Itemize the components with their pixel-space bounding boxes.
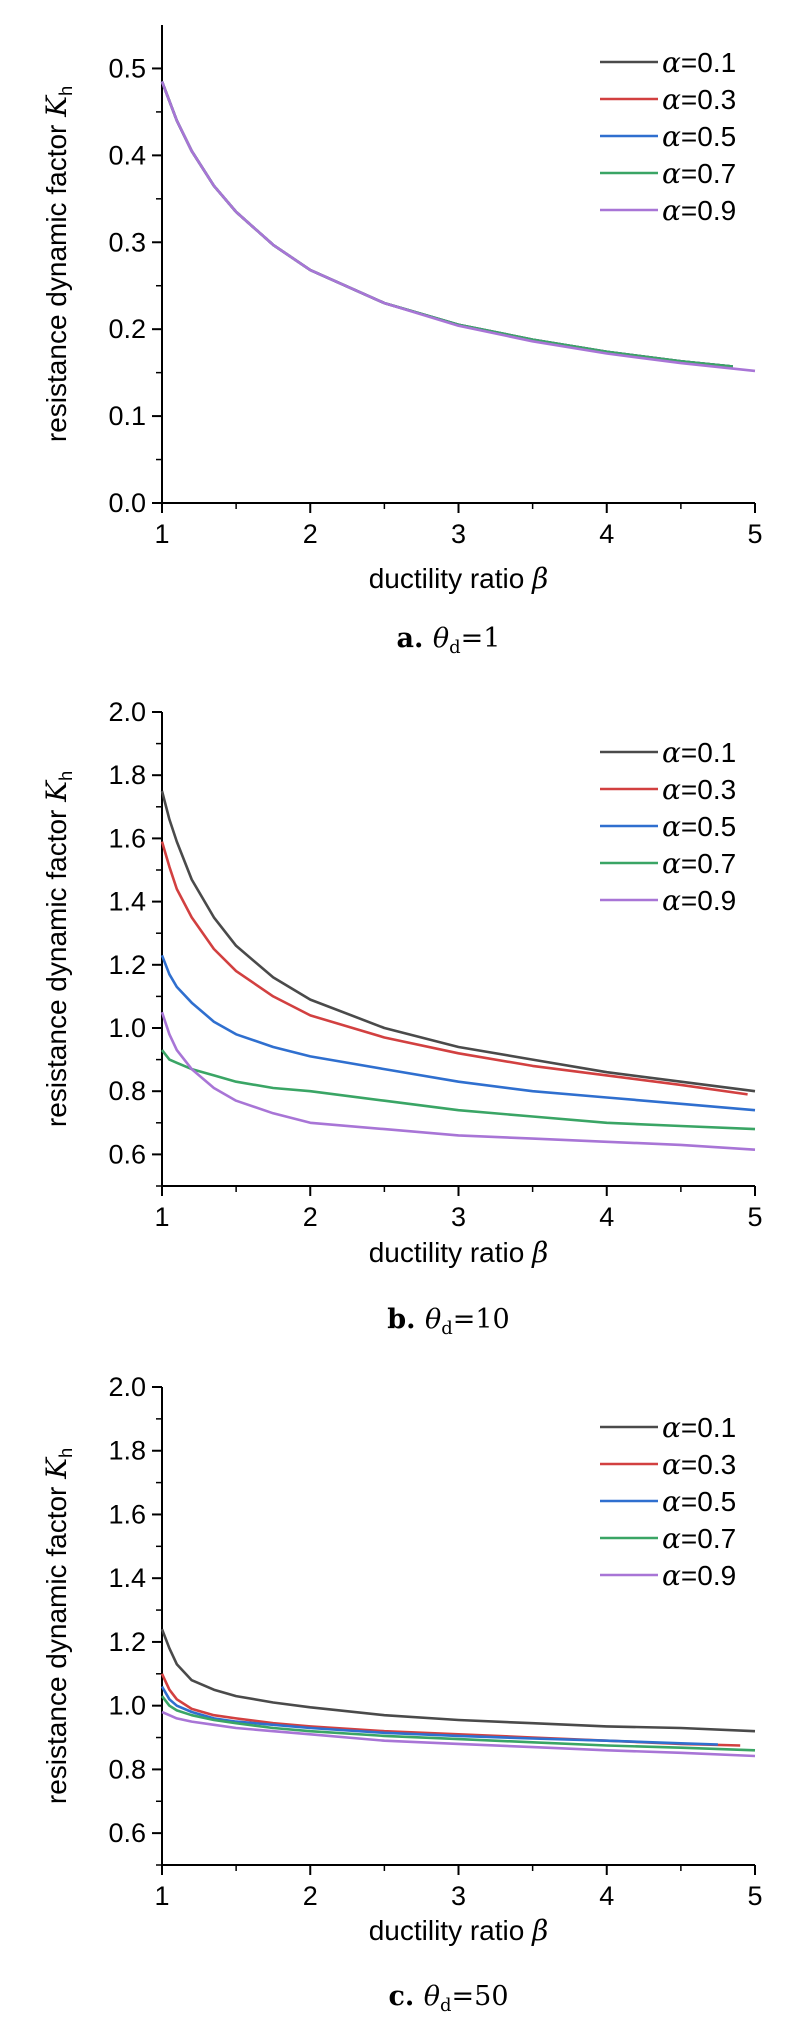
- x-tick-label: 1: [154, 519, 169, 549]
- series-line-1: [160, 841, 748, 1096]
- series-line-1: [160, 81, 733, 368]
- y-axis-title: resistance dynamic factor Kh: [40, 771, 76, 1127]
- legend-label: α=0.3: [662, 1448, 736, 1481]
- x-tick-label: 5: [747, 1202, 762, 1232]
- chart-a: 1 2 3 4 5 0.0 0.1 0.2 0.3 0.4 0.5 ductility ratio β…: [40, 25, 763, 658]
- y-tick-label: 0.4: [108, 140, 146, 170]
- x-tick-label: 1: [154, 1202, 169, 1232]
- series-line-3: [160, 1695, 756, 1752]
- chart-b: 1 2 3 4 5 0.6 0.8 1.0 1.2 1.4 1.6 1.8 2.0 ductility r…: [40, 697, 763, 1339]
- x-axis-title: ductility ratio β: [369, 1914, 549, 1947]
- y-tick-label: 1.4: [108, 1563, 146, 1593]
- x-tick-label: 3: [451, 1202, 466, 1232]
- x-tick-label: 4: [599, 1202, 614, 1232]
- legend-label: α=0.3: [662, 773, 736, 806]
- series-line-2: [160, 954, 756, 1112]
- x-tick-label: 5: [747, 519, 762, 549]
- chart-c: 1 2 3 4 5 0.6 0.8 1.0 1.2 1.4 1.6 1.8 2.0 ductility r…: [40, 1372, 763, 2016]
- series-line-4: [160, 81, 756, 373]
- x-tick-label: 3: [451, 519, 466, 549]
- series-line-2: [160, 81, 733, 368]
- x-tick-label: 5: [747, 1881, 762, 1911]
- y-tick-label: 2.0: [108, 697, 146, 727]
- y-tick-label: 0.1: [108, 401, 146, 431]
- y-axis-title: resistance dynamic factor Kh: [40, 86, 76, 442]
- legend-label: α=0.1: [662, 46, 736, 79]
- legend-label: α=0.5: [662, 810, 736, 843]
- y-tick-label: 1.0: [108, 1013, 146, 1043]
- y-tick-label: 0.8: [108, 1754, 146, 1784]
- chart-panel-a: 1 2 3 4 5 0.0 0.1 0.2 0.3 0.4 0.5 ductility ratio β…: [0, 0, 807, 680]
- x-tick-label: 2: [303, 519, 318, 549]
- y-tick-label: 0.3: [108, 227, 146, 257]
- legend-label: α=0.3: [662, 83, 736, 116]
- series-line-0: [160, 1628, 756, 1733]
- x-tick-label: 2: [303, 1202, 318, 1232]
- x-tick-label: 4: [599, 519, 614, 549]
- x-tick-label: 2: [303, 1881, 318, 1911]
- legend-label: α=0.7: [662, 157, 736, 190]
- x-axis-title: ductility ratio β: [369, 1236, 549, 1269]
- series-line-0: [160, 81, 733, 368]
- y-tick-label: 1.6: [108, 1499, 146, 1529]
- x-tick-label: 1: [154, 1881, 169, 1911]
- legend-label: α=0.1: [662, 736, 736, 769]
- y-tick-label: 1.4: [108, 887, 146, 917]
- x-tick-label: 4: [599, 1881, 614, 1911]
- chart-panel-b: 1 2 3 4 5 0.6 0.8 1.0 1.2 1.4 1.6 1.8 2.0 ductility r…: [0, 690, 807, 1370]
- y-tick-label: 2.0: [108, 1372, 146, 1402]
- series-line-3: [160, 1049, 756, 1131]
- legend-label: α=0.9: [662, 194, 736, 227]
- y-tick-label: 1.6: [108, 823, 146, 853]
- chart-caption: c. θd=50: [388, 1981, 508, 2016]
- legend-label: α=0.9: [662, 1559, 736, 1592]
- y-axis-title: resistance dynamic factor Kh: [40, 1448, 76, 1804]
- y-tick-label: 0.6: [108, 1139, 146, 1169]
- y-tick-label: 0.0: [108, 488, 146, 518]
- legend-label: α=0.1: [662, 1411, 736, 1444]
- y-tick-label: 0.5: [108, 53, 146, 83]
- series-line-4: [161, 1710, 756, 1758]
- y-tick-label: 1.8: [108, 760, 146, 790]
- y-tick-label: 0.6: [108, 1818, 146, 1848]
- chart-caption: b. θd=10: [387, 1304, 509, 1339]
- y-tick-label: 1.2: [108, 1627, 146, 1657]
- y-tick-label: 0.2: [108, 314, 146, 344]
- chart-panel-c: 1 2 3 4 5 0.6 0.8 1.0 1.2 1.4 1.6 1.8 2.0 ductility r…: [0, 1365, 807, 2041]
- legend-label: α=0.9: [662, 884, 736, 917]
- y-tick-label: 0.8: [108, 1076, 146, 1106]
- y-tick-label: 1.8: [108, 1436, 146, 1466]
- y-tick-label: 1.2: [108, 950, 146, 980]
- series-line-2: [160, 1685, 718, 1746]
- legend-label: α=0.5: [662, 1485, 736, 1518]
- legend-label: α=0.5: [662, 120, 736, 153]
- y-tick-label: 1.0: [108, 1691, 146, 1721]
- chart-caption: a. θd=1: [397, 623, 501, 658]
- series-line-4: [160, 1011, 756, 1151]
- x-tick-label: 3: [451, 1881, 466, 1911]
- x-axis-title: ductility ratio β: [369, 562, 549, 595]
- series-line-3: [160, 81, 733, 368]
- series-line-0: [160, 790, 756, 1093]
- legend-label: α=0.7: [662, 1522, 736, 1555]
- legend-label: α=0.7: [662, 847, 736, 880]
